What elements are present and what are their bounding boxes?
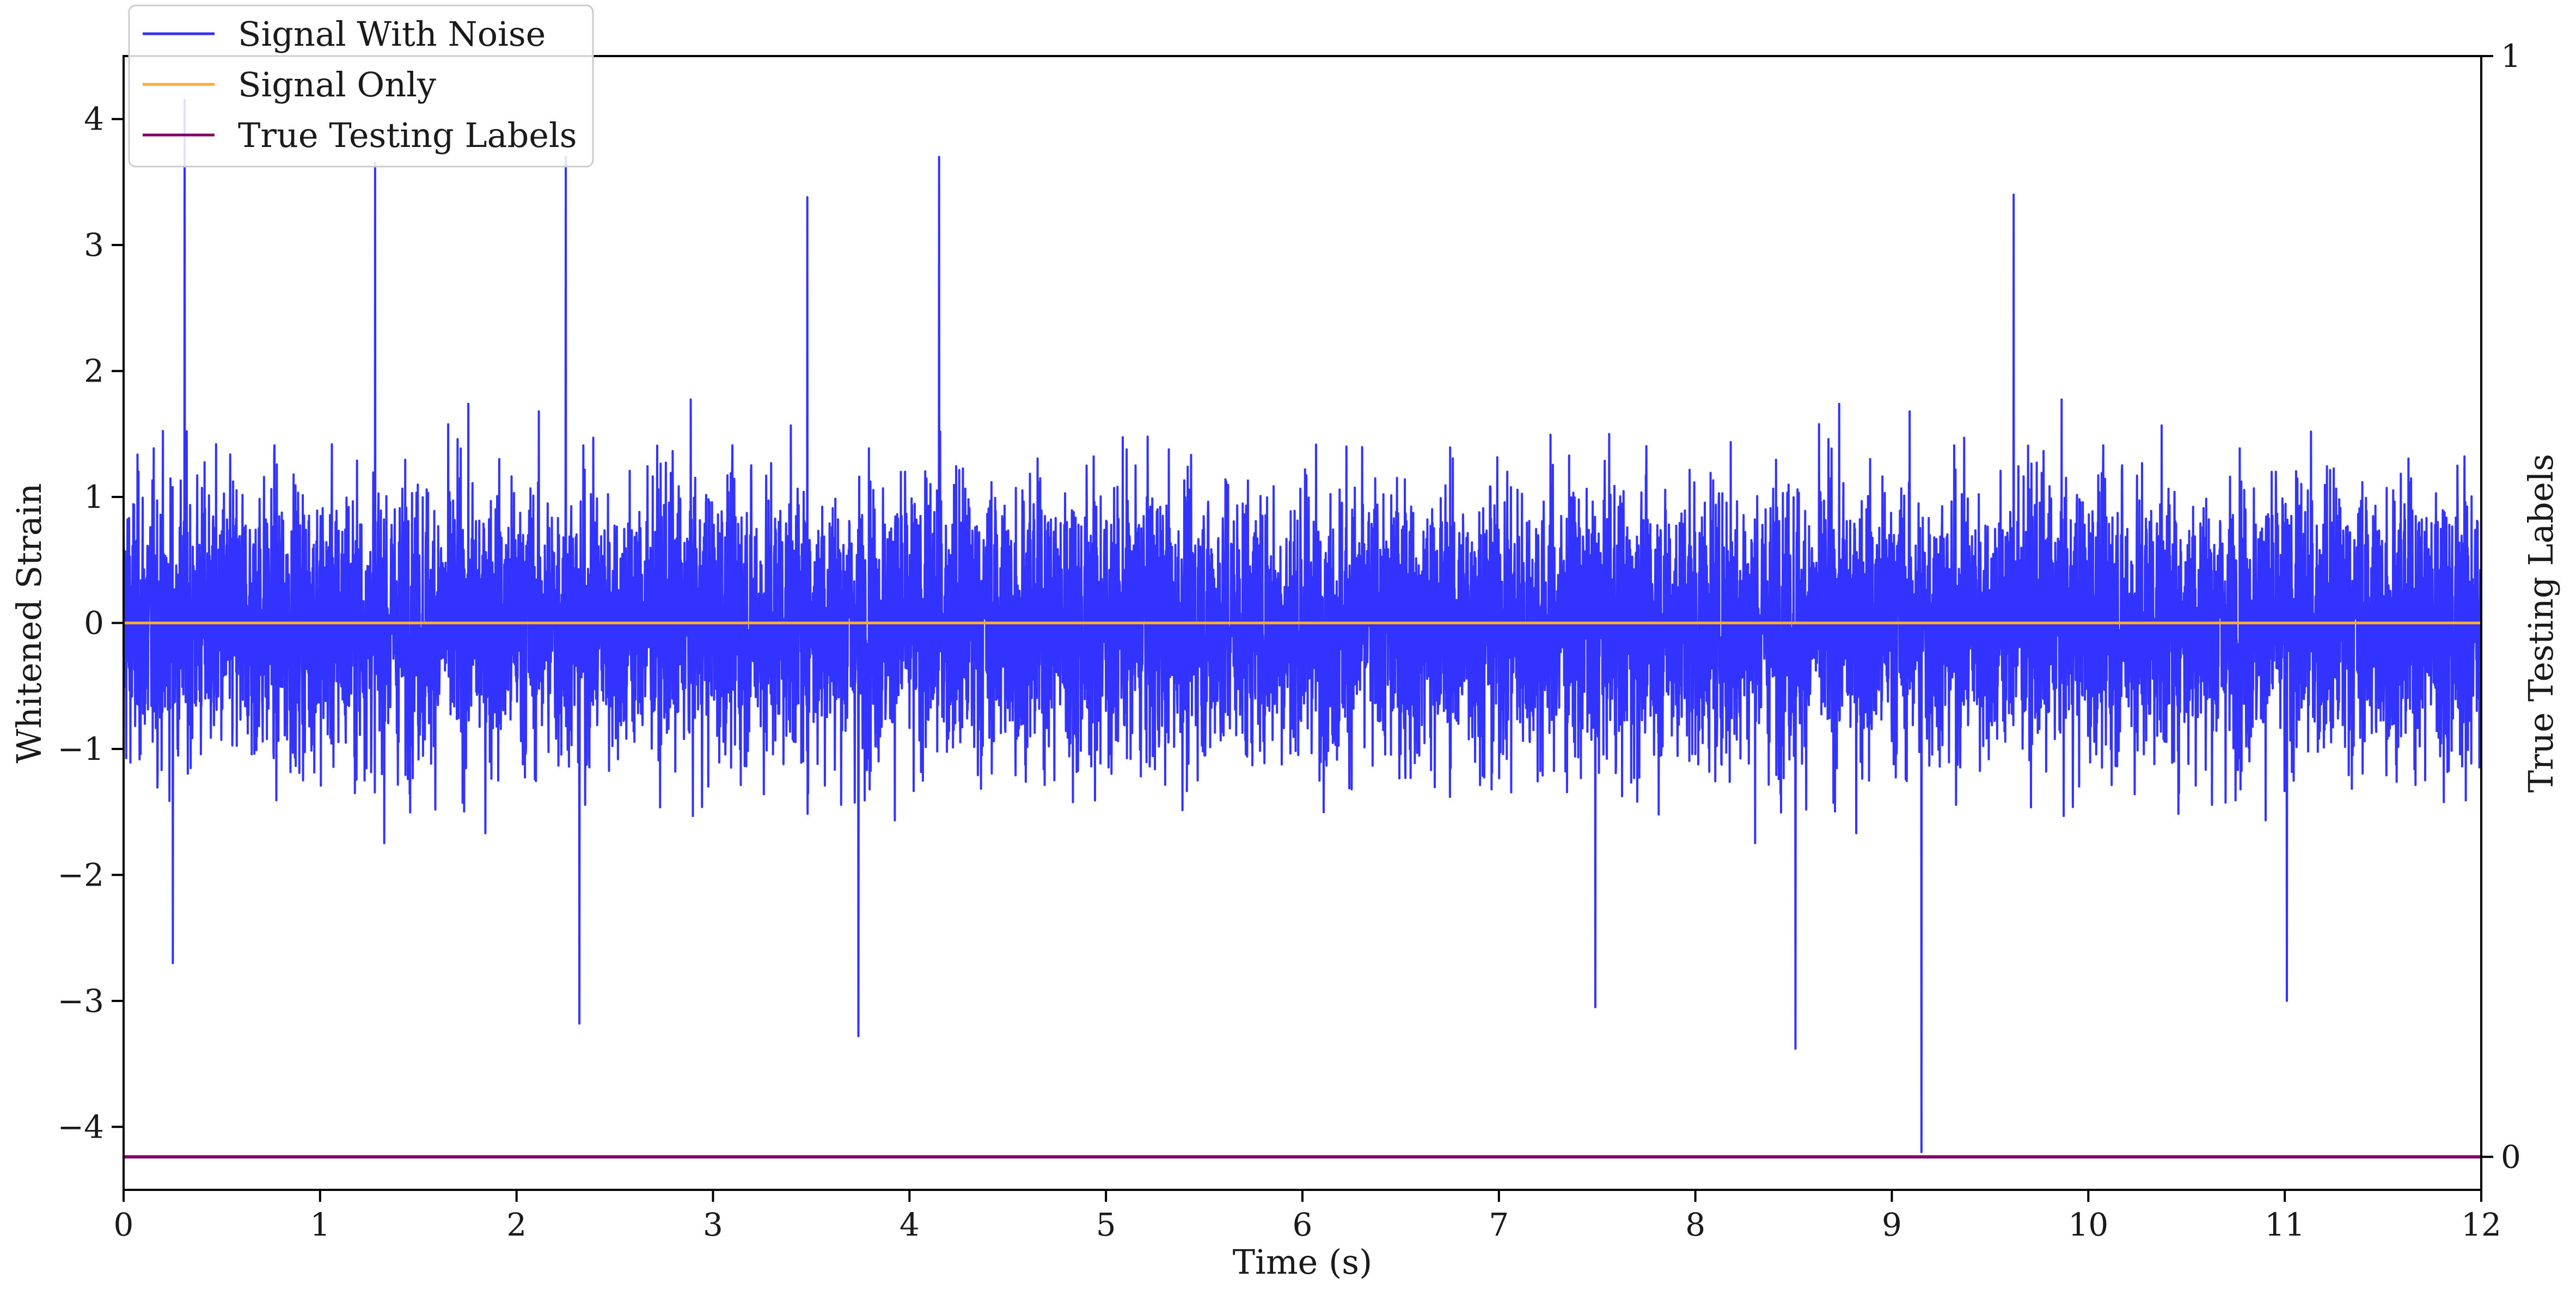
- y-tick-label: 2: [84, 353, 104, 390]
- y-right-tick-label: 1: [2501, 38, 2521, 75]
- y-tick-label: −3: [58, 982, 105, 1019]
- series-line-signal-with-noise: [124, 99, 2481, 1153]
- x-tick-label: 3: [703, 1206, 723, 1243]
- y-tick-label: 4: [84, 101, 104, 138]
- x-tick-label: 12: [2461, 1206, 2501, 1243]
- y-axis-left: −4 −3 −2 −1 0 1 2 3 4: [58, 101, 124, 1145]
- y-tick-label: −1: [58, 730, 105, 767]
- x-tick-label: 2: [506, 1206, 527, 1243]
- x-tick-label: 11: [2265, 1206, 2305, 1243]
- x-tick-label: 1: [310, 1206, 330, 1243]
- legend-label-true-testing-labels: True Testing Labels: [238, 115, 577, 155]
- legend-label-signal-with-noise: Signal With Noise: [238, 14, 546, 54]
- x-tick-label: 7: [1489, 1206, 1509, 1243]
- y-tick-label: −2: [58, 856, 105, 893]
- y-axis-label: Whitened Strain: [9, 483, 49, 764]
- x-tick-label: 9: [1882, 1206, 1902, 1243]
- y-tick-label: 1: [84, 478, 104, 515]
- y-tick-label: 3: [84, 226, 104, 263]
- y-tick-label: −4: [58, 1108, 105, 1145]
- y-axis-right-label: True Testing Labels: [2521, 454, 2561, 793]
- y-tick-label: 0: [84, 605, 104, 642]
- x-tick-label: 6: [1293, 1206, 1313, 1243]
- legend-box: [128, 4, 594, 168]
- x-axis-label: Time (s): [1233, 1242, 1373, 1282]
- x-axis: 0 1 2 3 4 5 6 7 8 9 10 11 12: [114, 1190, 2501, 1243]
- x-tick-label: 10: [2068, 1206, 2108, 1243]
- x-tick-label: 0: [114, 1206, 134, 1243]
- legend-label-signal-only: Signal Only: [238, 65, 436, 105]
- y-axis-right: 01: [2481, 38, 2521, 1175]
- series-layer: [124, 99, 2481, 1159]
- x-tick-label: 8: [1685, 1206, 1705, 1243]
- legend: Signal With Noise Signal Only True Testi…: [128, 4, 594, 168]
- x-tick-label: 5: [1096, 1206, 1116, 1243]
- y-right-tick-label: 0: [2501, 1138, 2521, 1175]
- x-tick-label: 4: [900, 1206, 920, 1243]
